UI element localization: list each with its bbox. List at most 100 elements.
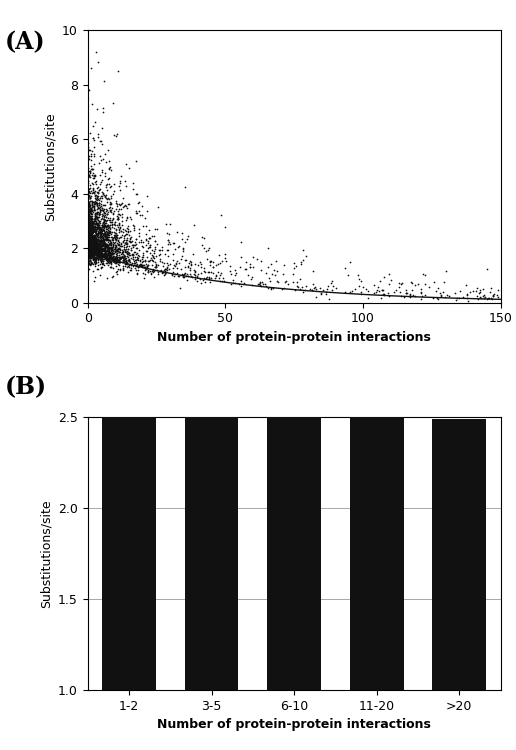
Point	[105, 163, 114, 175]
Point	[92, 200, 101, 211]
Point	[92, 241, 101, 253]
Point	[179, 270, 187, 282]
Point	[134, 264, 142, 276]
Point	[99, 232, 107, 244]
Point	[92, 251, 100, 263]
Point	[104, 245, 112, 257]
Point	[86, 166, 94, 178]
Point	[85, 218, 93, 230]
Point	[111, 251, 120, 262]
Point	[183, 233, 191, 245]
Point	[164, 250, 172, 262]
Point	[120, 251, 128, 262]
Point	[329, 280, 337, 292]
Point	[191, 258, 199, 270]
Point	[133, 254, 141, 266]
Point	[86, 251, 94, 262]
Point	[88, 187, 96, 199]
Point	[116, 222, 124, 234]
Point	[125, 260, 134, 272]
Point	[108, 271, 116, 283]
Point	[264, 242, 272, 254]
Point	[92, 233, 101, 245]
Point	[86, 232, 94, 244]
Point	[97, 244, 105, 256]
Point	[116, 200, 124, 211]
Point	[95, 184, 103, 196]
Point	[95, 223, 103, 235]
Point	[87, 62, 95, 74]
Point	[85, 220, 93, 232]
Point	[86, 127, 94, 139]
Point	[198, 231, 206, 243]
Point	[88, 242, 96, 254]
Point	[100, 248, 108, 259]
Point	[85, 254, 93, 266]
Point	[87, 207, 95, 219]
Point	[84, 237, 92, 249]
Point	[103, 251, 111, 262]
Point	[116, 176, 124, 188]
Point	[440, 275, 448, 287]
Point	[85, 234, 93, 246]
Point	[98, 208, 106, 220]
Point	[93, 206, 101, 218]
Point	[96, 239, 105, 251]
Point	[95, 249, 103, 261]
Point	[417, 287, 425, 299]
Point	[474, 293, 482, 305]
Point	[206, 260, 214, 272]
Point	[93, 233, 102, 245]
Point	[94, 202, 102, 214]
Point	[116, 242, 124, 254]
Point	[125, 198, 133, 210]
Point	[86, 236, 94, 248]
Point	[280, 259, 288, 271]
Point	[143, 242, 152, 254]
Point	[96, 253, 104, 265]
Point	[84, 141, 92, 153]
Point	[90, 148, 98, 160]
Point	[86, 220, 94, 232]
Point	[100, 227, 108, 239]
Point	[102, 239, 110, 251]
Point	[288, 268, 297, 280]
Point	[100, 260, 108, 272]
Point	[90, 169, 99, 181]
Point	[95, 251, 104, 262]
Point	[96, 225, 104, 237]
Point	[87, 247, 95, 259]
Point	[102, 253, 110, 265]
Point	[266, 275, 274, 287]
Point	[129, 219, 137, 231]
Point	[98, 254, 106, 266]
Point	[98, 224, 106, 236]
Point	[87, 244, 95, 256]
Point	[88, 229, 96, 241]
Point	[92, 241, 101, 253]
Point	[104, 254, 112, 266]
Point	[94, 246, 102, 258]
Point	[312, 283, 320, 295]
Point	[114, 251, 122, 262]
Point	[88, 219, 96, 231]
Point	[125, 240, 133, 252]
Point	[95, 251, 103, 263]
Point	[194, 268, 202, 280]
Point	[254, 278, 263, 290]
Point	[87, 238, 95, 250]
Point	[96, 242, 105, 254]
Point	[91, 252, 100, 264]
Point	[88, 226, 96, 238]
Point	[88, 240, 96, 252]
Point	[86, 244, 94, 256]
Point	[109, 241, 118, 253]
Point	[87, 245, 95, 257]
Point	[98, 219, 106, 231]
Point	[186, 264, 194, 276]
Point	[89, 242, 97, 254]
Point	[106, 256, 114, 268]
Point	[102, 247, 110, 259]
Point	[148, 230, 156, 242]
Point	[106, 242, 115, 254]
